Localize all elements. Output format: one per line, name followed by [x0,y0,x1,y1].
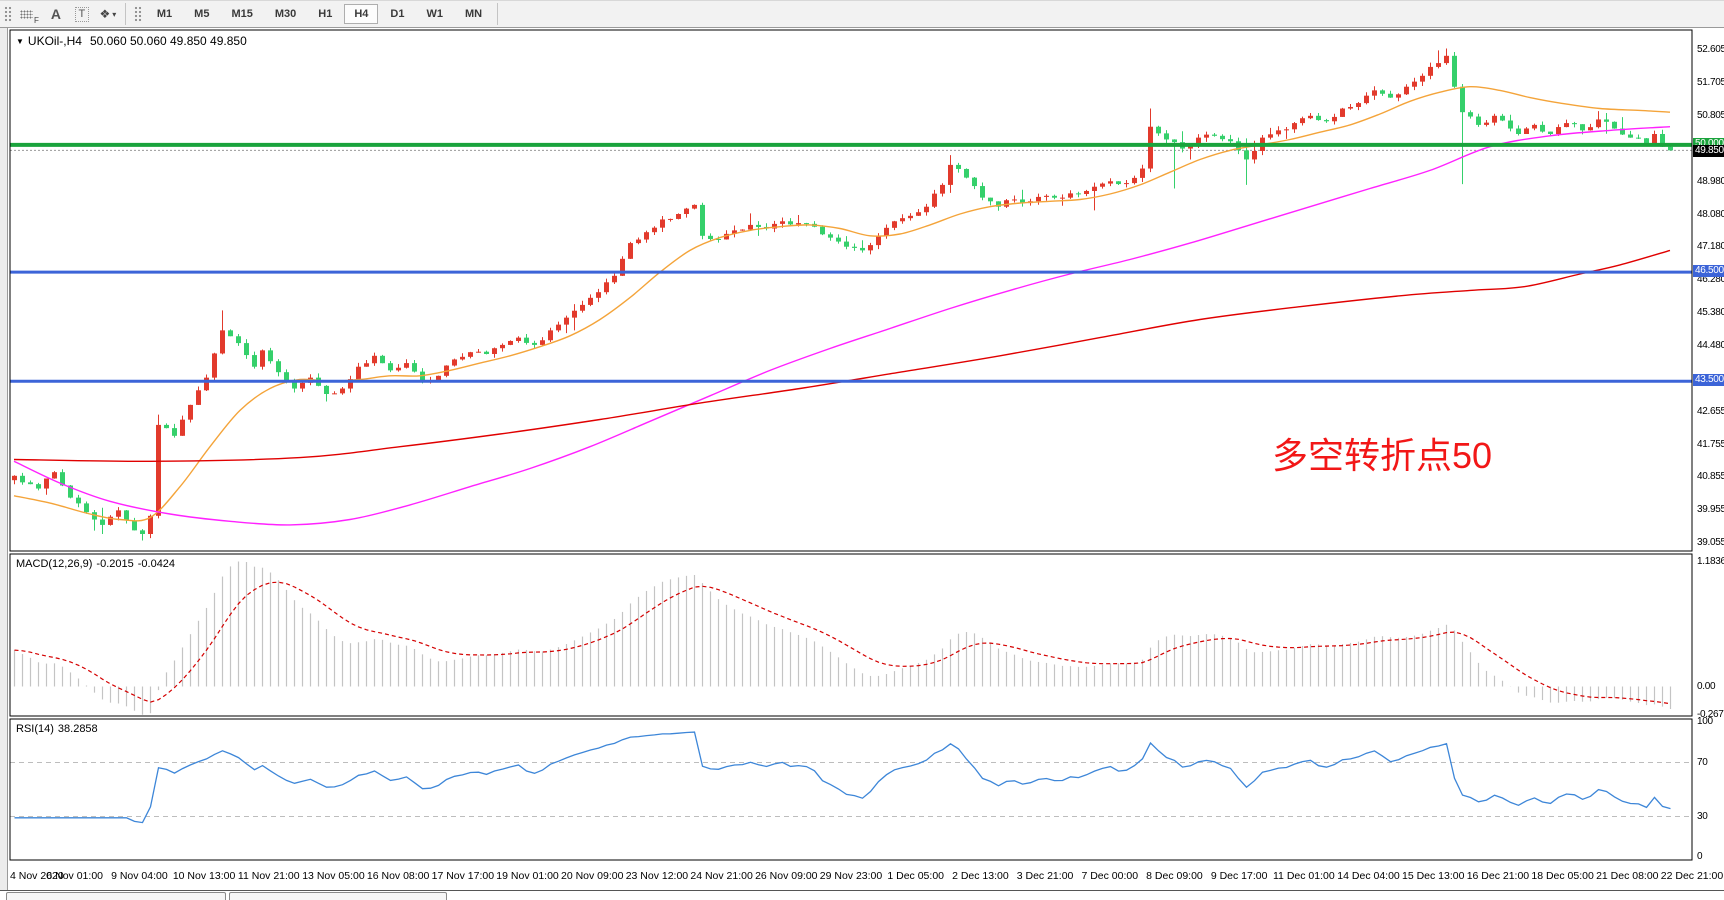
grid-dots-icon [20,9,33,19]
price-axis-label: 47.180 [1697,241,1724,253]
symbol-dropdown-icon[interactable]: ▼ [16,37,24,46]
price-axis-label: 39.955 [1697,504,1724,516]
price-axis-label: 45.380 [1697,306,1724,318]
dropdown-caret-icon: ▾ [112,9,117,19]
timeframe-group-handle[interactable] [132,5,142,23]
text-label-icon: T [74,6,90,22]
time-axis-label: 20 Nov 09:00 [560,870,624,882]
grid-f-label: F [34,16,39,25]
toolbar-drag-handle[interactable] [3,5,12,23]
chart-tab[interactable] [6,892,226,900]
time-axis-label: 11 Nov 21:00 [237,870,300,882]
price-axis-label: 41.755 [1697,438,1724,450]
time-axis-label: 9 Nov 04:00 [111,870,168,882]
time-axis-label: 19 Nov 01:00 [496,870,559,882]
font-tool-button[interactable]: A [43,3,69,25]
chart-title: ▼ UKOil-,H4 50.060 50.060 49.850 49.850 [16,34,247,48]
rsi-value: 38.2858 [57,723,98,735]
rsi-name: RSI(14) [16,723,54,735]
price-axis-label: 0.00 [1697,680,1716,692]
price-axis-label: 49.850 [1693,145,1724,158]
timeframe-h1-button[interactable]: H1 [308,4,342,24]
price-axis-label: 50.805 [1697,109,1724,121]
time-axis-label: 17 Nov 17:00 [431,870,495,882]
cursor-tool-button[interactable]: ❖ ▾ [95,3,121,25]
price-axis[interactable]: 52.605 51.705 50.805 48.980 48.080 47.180 46.2… [1693,0,1724,900]
timeframe-w1-button[interactable]: W1 [416,4,453,24]
time-axis-label: 7 Dec 00:00 [1081,870,1139,882]
toolbar-separator [124,3,126,25]
time-axis-label: 18 Dec 05:00 [1531,870,1594,882]
macd-signal-value: -0.0424 [137,558,176,570]
timeframe-m5-button[interactable]: M5 [184,4,219,24]
rsi-indicator-label: RSI(14) 38.2858 [16,723,102,735]
time-axis-label: 10 Nov 13:00 [172,870,236,882]
time-axis-label: 16 Nov 08:00 [366,870,430,882]
time-axis-label: 14 Dec 04:00 [1337,870,1400,882]
template-grid-button[interactable]: F [16,3,43,25]
time-axis-label: 24 Nov 21:00 [690,870,753,882]
time-axis-label: 22 Dec 21:00 [1660,870,1724,882]
time-axis-label: 15 Dec 13:00 [1401,870,1465,882]
macd-name: MACD(12,26,9) [16,558,93,570]
price-axis-label: 48.080 [1697,208,1724,220]
price-axis-label: 51.705 [1697,76,1724,88]
symbol-timeframe-label: UKOil-,H4 [27,34,82,48]
time-axis-label: 8 Dec 09:00 [1146,870,1203,882]
toolbar-separator [497,3,499,25]
price-axis-label: -0.2675 [1697,708,1724,720]
time-axis-label: 16 Dec 21:00 [1466,870,1530,882]
chart-tabs-strip [0,890,1724,900]
price-axis-label: 44.480 [1697,339,1724,351]
timeframe-d1-button[interactable]: D1 [380,4,414,24]
time-axis-label: 9 Dec 17:00 [1210,870,1268,882]
time-axis-label: 6 Nov 01:00 [46,870,103,882]
price-axis-label: 30 [1697,810,1708,822]
price-axis-label: 46.500 [1693,265,1724,278]
time-axis-label: 29 Nov 23:00 [819,870,883,882]
price-axis-label: 46.280 [1697,274,1724,286]
time-axis-label: 13 Nov 05:00 [302,870,365,882]
timeframe-m1-button[interactable]: M1 [147,4,182,24]
time-axis-label: 1 Dec 05:00 [887,870,944,882]
toolbar: F A T ❖ ▾ M1 M5 M15 M30 H1 H4 D1 W1 MN [0,0,1724,28]
price-axis-label: 100 [1697,716,1713,727]
time-axis-label: 23 Nov 12:00 [625,870,689,882]
timeframe-h4-button[interactable]: H4 [344,4,379,24]
price-axis-label: 70 [1697,756,1708,768]
price-axis-label: 40.855 [1697,471,1724,483]
time-axis-label: 11 Dec 01:00 [1273,870,1335,882]
price-axis-label: 42.655 [1697,406,1724,417]
text-annotation[interactable]: 多空转折点50 [1272,435,1493,476]
price-axis-label: 0 [1697,851,1703,862]
timeframe-m15-button[interactable]: M15 [221,4,262,24]
price-axis-label: 39.055 [1697,536,1724,548]
ohlc-readout: 50.060 50.060 49.850 49.850 [89,34,247,48]
cursor-icon: ❖ [99,7,111,21]
price-axis-label: 43.500 [1693,374,1724,387]
font-icon: A [50,6,61,22]
price-axis-label: 52.605 [1697,44,1724,56]
chart-tab[interactable] [229,892,447,900]
time-axis-label: 3 Dec 21:00 [1016,870,1074,882]
time-axis-label: 26 Nov 09:00 [755,870,818,882]
price-axis-label: 1.1836 [1697,555,1724,567]
time-axis-label: 2 Dec 13:00 [952,870,1009,882]
timeframe-mn-button[interactable]: MN [455,4,492,24]
text-label-tool-button[interactable]: T [69,3,95,25]
time-axis-label: 4 Nov 2020 [10,870,64,882]
macd-indicator-label: MACD(12,26,9) -0.2015 -0.0424 [16,558,179,570]
time-axis[interactable]: 4 Nov 2020 6 Nov 01:00 9 Nov 04:00 10 Nov 1… [10,868,1723,886]
macd-main-value: -0.2015 [96,558,134,570]
timeframe-m30-button[interactable]: M30 [265,4,306,24]
window-left-edge [0,28,8,900]
time-axis-label: 21 Dec 08:00 [1596,870,1659,882]
price-axis-label: 48.980 [1697,176,1724,187]
